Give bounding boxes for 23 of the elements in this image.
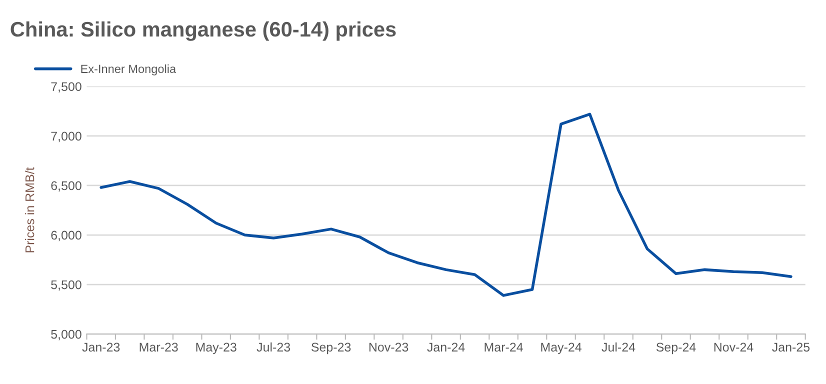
x-tick-label: Jan-24 bbox=[427, 342, 465, 352]
x-tick-label: Sep-23 bbox=[311, 342, 351, 354]
y-tick-label: 6,000 bbox=[51, 230, 82, 242]
y-tick-label: 5,000 bbox=[51, 330, 82, 340]
y-tick-label: 6,500 bbox=[51, 181, 82, 192]
x-tick-label: May-23 bbox=[196, 342, 236, 354]
x-tick-label: Mar-24 bbox=[484, 342, 523, 352]
line-series bbox=[100, 112, 792, 297]
x-tick-label: Nov-23 bbox=[369, 342, 408, 352]
legend-label: Ex-Inner Mongolia bbox=[81, 64, 176, 76]
x-tick-label: Mar-23 bbox=[140, 342, 178, 352]
x-tick-label: Jul-23 bbox=[256, 342, 290, 352]
x-tick-label: Sep-24 bbox=[656, 342, 696, 354]
y-tick-label: 7,500 bbox=[51, 82, 82, 93]
x-tick-label: Jan-25 bbox=[772, 342, 810, 352]
x-tick-label: Jul-24 bbox=[602, 342, 636, 352]
x-tick-label: Nov-24 bbox=[714, 342, 754, 352]
y-tick-label: 5,500 bbox=[51, 280, 82, 291]
x-tick-label: Jan-23 bbox=[82, 342, 120, 352]
y-axis-title: Prices in RMB/t bbox=[25, 167, 34, 252]
chart-title: China: Silico manganese (60-14) prices bbox=[10, 21, 396, 41]
x-tick-label: May-24 bbox=[541, 342, 582, 354]
y-tick-label: 7,000 bbox=[51, 132, 82, 142]
